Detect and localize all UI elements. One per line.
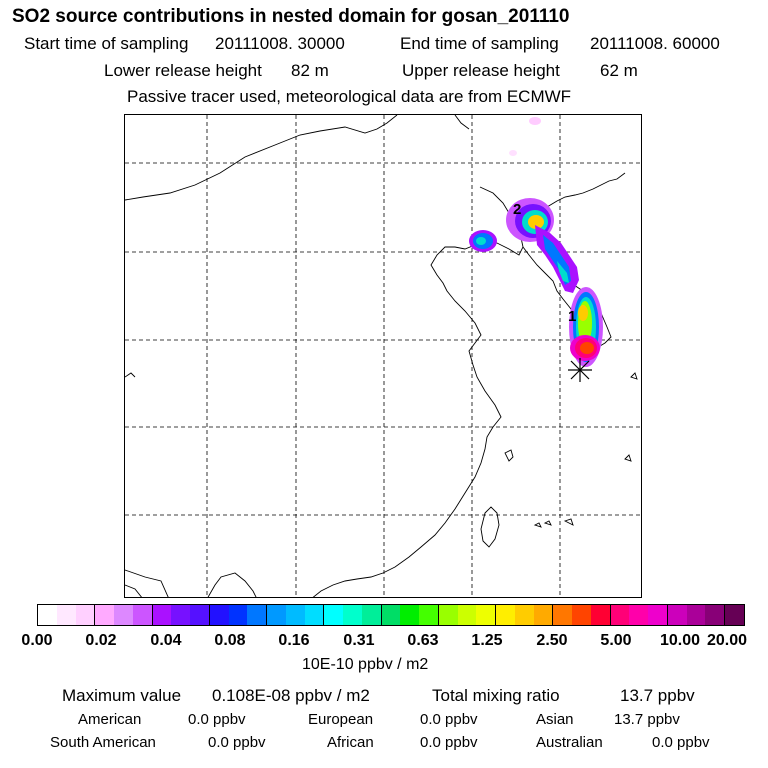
colorbar-swatch bbox=[514, 605, 534, 625]
colorbar-swatch bbox=[152, 605, 172, 625]
total-mixing-label: Total mixing ratio bbox=[432, 686, 560, 705]
colorbar-swatch bbox=[171, 605, 190, 625]
colorbar-swatch bbox=[686, 605, 706, 625]
region-value: 0.0 ppbv bbox=[420, 711, 478, 728]
colorbar-swatch bbox=[95, 605, 114, 625]
source-label-1: 1 bbox=[568, 308, 576, 325]
colorbar-tick: 0.16 bbox=[278, 632, 310, 649]
colorbar-swatch bbox=[75, 605, 96, 625]
region-value: 0.0 ppbv bbox=[188, 711, 246, 728]
start-time-label: Start time of sampling bbox=[24, 34, 189, 53]
start-time-value: 20111008. 30000 bbox=[215, 34, 345, 53]
colorbar-tick: 20.00 bbox=[706, 632, 748, 649]
max-value-label: Maximum value bbox=[62, 686, 182, 705]
colorbar-swatch bbox=[705, 605, 725, 625]
colorbar-swatch bbox=[285, 605, 305, 625]
max-value: 0.108E-08 ppbv / m2 bbox=[212, 686, 370, 705]
colorbar-swatch bbox=[572, 605, 591, 625]
so2-plume bbox=[469, 117, 603, 367]
region-value: 0.0 ppbv bbox=[208, 734, 266, 751]
colorbar-swatch bbox=[381, 605, 401, 625]
colorbar-swatch bbox=[190, 605, 210, 625]
colorbar-swatch bbox=[56, 605, 76, 625]
receptor-star-icon bbox=[568, 358, 592, 382]
colorbar-swatch bbox=[228, 605, 248, 625]
region-name: European bbox=[308, 711, 374, 728]
colorbar-tick: 0.00 bbox=[21, 632, 53, 649]
map-grid bbox=[125, 115, 641, 597]
colorbar-swatch bbox=[590, 605, 611, 625]
end-time-value: 20111008. 60000 bbox=[590, 34, 720, 53]
colorbar-swatch bbox=[209, 605, 229, 625]
colorbar-swatch bbox=[400, 605, 419, 625]
colorbar-swatch bbox=[419, 605, 439, 625]
colorbar-swatch bbox=[476, 605, 496, 625]
colorbar-swatch bbox=[496, 605, 515, 625]
upper-release-value: 62 m bbox=[600, 61, 638, 80]
colorbar-swatch bbox=[725, 605, 744, 625]
colorbar-swatch bbox=[324, 605, 343, 625]
colorbar-swatch bbox=[457, 605, 477, 625]
colorbar-swatch bbox=[267, 605, 286, 625]
region-name: Australian bbox=[536, 734, 603, 751]
colorbar-swatch bbox=[438, 605, 458, 625]
region-value: 13.7 ppbv bbox=[614, 711, 680, 728]
end-time-label: End time of sampling bbox=[400, 34, 559, 53]
region-value: 0.0 ppbv bbox=[652, 734, 710, 751]
colorbar-swatch bbox=[114, 605, 133, 625]
colorbar-swatch bbox=[343, 605, 362, 625]
colorbar-swatch bbox=[38, 605, 57, 625]
colorbar-swatch bbox=[667, 605, 687, 625]
colorbar-tick: 0.31 bbox=[343, 632, 375, 649]
colorbar-tick: 0.08 bbox=[214, 632, 246, 649]
colorbar-tick: 0.04 bbox=[150, 632, 182, 649]
source-label-2: 2 bbox=[513, 201, 521, 218]
colorbar-swatch bbox=[610, 605, 630, 625]
lower-release-label: Lower release height bbox=[104, 61, 262, 80]
colorbar-swatch bbox=[629, 605, 648, 625]
lower-release-value: 82 m bbox=[291, 61, 329, 80]
colorbar bbox=[37, 604, 745, 626]
region-value: 0.0 ppbv bbox=[420, 734, 478, 751]
colorbar-tick: 10.00 bbox=[659, 632, 701, 649]
colorbar-swatch bbox=[304, 605, 325, 625]
colorbar-tick: 0.02 bbox=[85, 632, 117, 649]
region-name: South American bbox=[50, 734, 156, 751]
colorbar-unit: 10E-10 ppbv / m2 bbox=[302, 656, 429, 673]
colorbar-tick: 5.00 bbox=[600, 632, 632, 649]
region-name: American bbox=[78, 711, 142, 728]
plot-title: SO2 source contributions in nested domai… bbox=[12, 6, 570, 27]
tracer-note: Passive tracer used, meteorological data… bbox=[127, 87, 572, 106]
colorbar-swatch bbox=[247, 605, 267, 625]
colorbar-tick: 2.50 bbox=[536, 632, 568, 649]
colorbar-tick: 1.25 bbox=[471, 632, 503, 649]
colorbar-swatch bbox=[132, 605, 153, 625]
colorbar-swatch bbox=[553, 605, 572, 625]
total-mixing-value: 13.7 ppbv bbox=[620, 686, 695, 705]
upper-release-label: Upper release height bbox=[402, 61, 560, 80]
region-name: Asian bbox=[536, 711, 574, 728]
colorbar-swatch bbox=[361, 605, 382, 625]
map-panel: 2 1 bbox=[124, 114, 642, 598]
colorbar-swatch bbox=[648, 605, 668, 625]
colorbar-tick: 0.63 bbox=[407, 632, 439, 649]
colorbar-swatch bbox=[533, 605, 554, 625]
region-name: African bbox=[327, 734, 374, 751]
